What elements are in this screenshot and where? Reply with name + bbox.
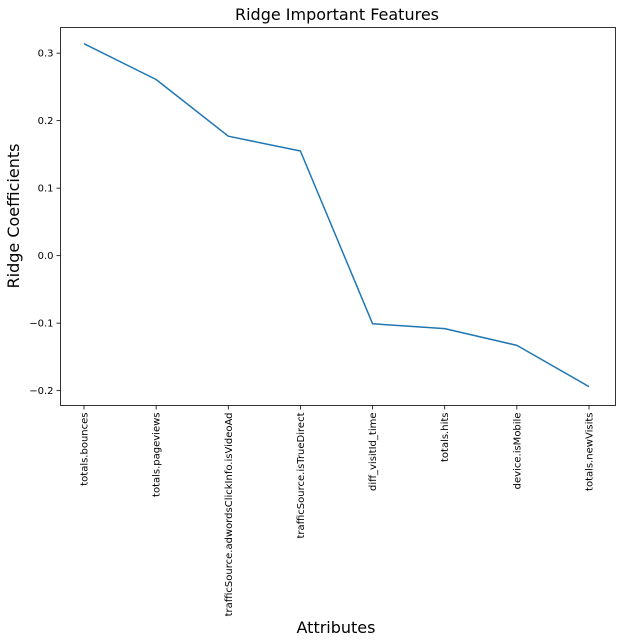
y-tick-label: −0.2 <box>29 386 53 397</box>
x-tick-label: diff_visitId_time <box>368 413 379 492</box>
plot-frame <box>60 27 616 406</box>
x-tick-label: totals.bounces <box>80 413 91 486</box>
x-tick-label: trafficSource.isTrueDirect <box>296 412 307 538</box>
series-line-group <box>83 43 590 388</box>
y-tick-label: −0.1 <box>29 319 53 330</box>
y-tick-label: 0.3 <box>38 49 54 60</box>
y-ticks: −0.2 −0.1 0.0 0.1 0.2 0.3 <box>29 49 61 397</box>
x-axis-label: Attributes <box>297 618 376 637</box>
chart-title: Ridge Important Features <box>235 5 439 24</box>
y-tick-label: 0.2 <box>38 116 54 127</box>
y-tick-label: 0.1 <box>38 184 54 195</box>
x-ticks: totals.bounces totals.pageviews trafficSou… <box>80 405 596 617</box>
series-line <box>83 43 590 388</box>
y-tick-label: 0.0 <box>38 251 54 262</box>
x-tick-label: totals.pageviews <box>152 413 163 497</box>
y-axis-label: Ridge Coefficients <box>4 144 23 289</box>
x-tick-label: totals.newVisits <box>585 413 596 491</box>
x-tick-label: totals.hits <box>440 413 451 463</box>
x-tick-label: device.isMobile <box>512 413 523 490</box>
x-tick-label: trafficSource.adwordsClickInfo.isVideoAd <box>224 413 235 617</box>
